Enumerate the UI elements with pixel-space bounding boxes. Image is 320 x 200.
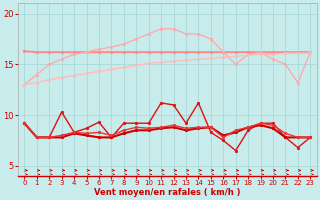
X-axis label: Vent moyen/en rafales ( km/h ): Vent moyen/en rafales ( km/h ) bbox=[94, 188, 241, 197]
